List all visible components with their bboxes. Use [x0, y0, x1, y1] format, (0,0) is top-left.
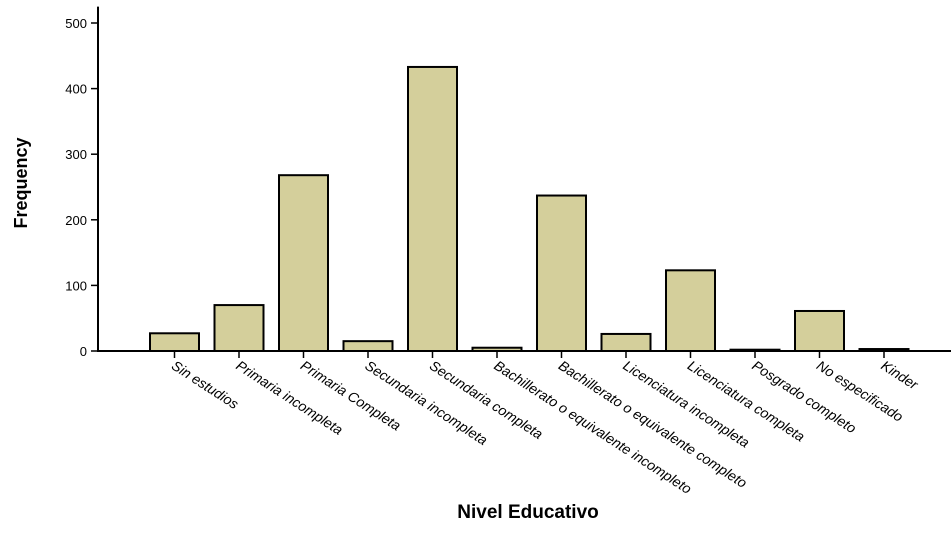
x-tick-label: Secundaria incompleta [362, 357, 490, 448]
bar [536, 194, 587, 352]
bar [729, 348, 781, 352]
y-tick-label: 300 [65, 147, 87, 162]
bar [858, 348, 910, 353]
x-tick-label: Kinder [878, 357, 922, 393]
bar [794, 309, 845, 353]
y-tick-label: 0 [80, 344, 87, 359]
bar [149, 332, 200, 352]
x-tick-label: Licenciatura completa [685, 357, 808, 445]
bar [278, 174, 329, 352]
bars [149, 65, 910, 353]
y-tick-label: 100 [65, 278, 87, 293]
bar [600, 332, 652, 352]
bar [407, 65, 458, 353]
x-tick-label: Secundaria completa [427, 357, 546, 442]
y-axis: 0 100 200 300 400 500 [65, 6, 99, 359]
x-tick-label: Sin estudios [169, 357, 242, 412]
y-axis-title: Frequency [11, 137, 31, 228]
x-tick-label: Primaria incompleta [233, 357, 346, 438]
y-tick-label: 400 [65, 82, 87, 97]
bar [342, 340, 394, 353]
bar [471, 346, 523, 353]
y-tick-label: 500 [65, 16, 87, 31]
x-tick-label: Posgrado completo [749, 357, 859, 436]
bar [213, 304, 265, 352]
x-axis-title: Nivel Educativo [457, 502, 599, 523]
bar [665, 269, 716, 353]
y-tick-label: 200 [65, 213, 87, 228]
